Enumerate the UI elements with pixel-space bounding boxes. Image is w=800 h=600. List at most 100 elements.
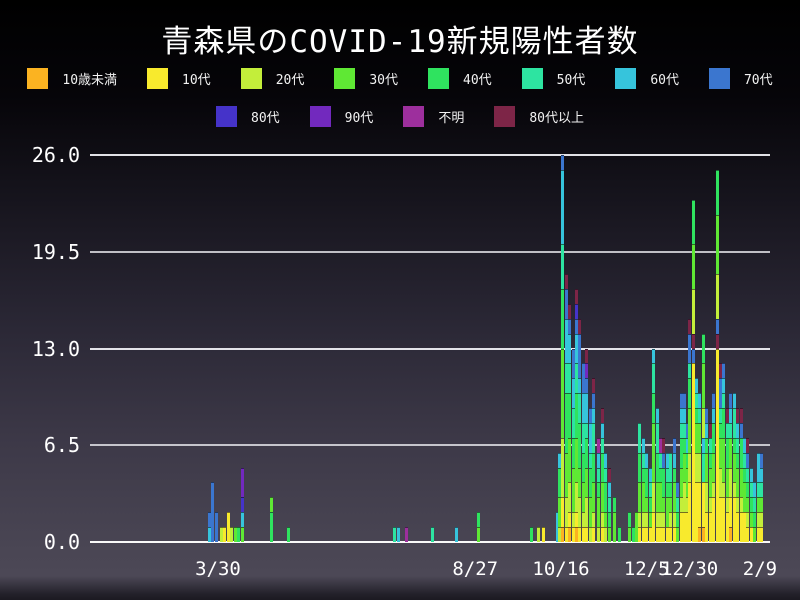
bar-segment (572, 468, 575, 512)
bar-segment (688, 363, 691, 378)
bar-segment (705, 408, 708, 423)
bar-segment (726, 468, 729, 497)
bar-segment (750, 512, 753, 527)
bar-segment (405, 527, 408, 542)
bar-segment (712, 497, 715, 542)
legend-swatch (494, 106, 516, 127)
legend-swatch (147, 68, 169, 89)
bar-segment (712, 393, 715, 408)
bar-segment (393, 527, 396, 542)
bar-segment (565, 453, 568, 497)
bar-segment (589, 453, 592, 468)
bar-segment (558, 497, 561, 527)
bar-segment (652, 363, 655, 393)
bar-segment (695, 453, 698, 482)
bar-segment (729, 468, 732, 497)
bar-segment (585, 349, 588, 363)
bar-segment (669, 482, 672, 497)
bar-segment (743, 468, 746, 482)
bar-segment (592, 527, 595, 542)
bar-segment (669, 512, 672, 527)
bar-segment (582, 453, 585, 482)
bar-segment (601, 438, 604, 453)
bar-segment (757, 527, 760, 542)
bar-segment (709, 438, 712, 453)
bar-segment (652, 512, 655, 542)
bar-segment (585, 527, 588, 542)
legend-label: 30代 (369, 73, 398, 88)
bar-segment (733, 482, 736, 497)
bar-segment (565, 319, 568, 363)
bar-segment (702, 438, 705, 453)
bar-segment (241, 527, 244, 542)
bar-segment (719, 363, 722, 378)
bar-segment (733, 453, 736, 482)
bar-segment (578, 334, 581, 378)
legend-item: 40代 (428, 68, 492, 89)
bar-segment (649, 482, 652, 497)
bar-segment (760, 527, 763, 542)
bar-segment (608, 497, 611, 512)
y-tick-label: 0.0 (43, 530, 80, 554)
bar-segment (628, 527, 631, 542)
bar-segment (666, 468, 669, 482)
bar-segment (729, 527, 732, 542)
bar-segment (578, 468, 581, 497)
bar-segment (659, 468, 662, 482)
bar-segment (397, 527, 400, 542)
bar-segment (719, 423, 722, 438)
bar-segment (578, 319, 581, 334)
bar-segment (757, 497, 760, 512)
bar-segment (698, 482, 701, 527)
bar-segment (669, 497, 672, 512)
legend-swatch (334, 68, 356, 89)
legend-row-2: 80代 90代 不明 80代以上 (0, 106, 800, 127)
bar-segment (760, 453, 763, 468)
legend-swatch (309, 106, 331, 127)
bar-segment (601, 512, 604, 527)
bar-segment (662, 468, 665, 497)
legend-item: 70代 (708, 68, 773, 89)
bar-segment (695, 423, 698, 453)
bar-segment (676, 482, 679, 497)
bar-segment (613, 512, 616, 542)
bar-segment (702, 363, 705, 408)
bar-segment (729, 423, 732, 438)
bar-segment (542, 527, 545, 542)
bar-segment (726, 438, 729, 468)
bar-segment (692, 289, 695, 334)
bar-segment (575, 393, 578, 438)
bar-segment (662, 438, 665, 453)
bar-segment (645, 527, 648, 542)
bar-segment (719, 438, 722, 468)
bar-segment (659, 453, 662, 468)
bar-segment (688, 319, 691, 334)
bar-segment (589, 423, 592, 453)
bar-segment (642, 527, 645, 542)
bar-segment (746, 527, 749, 542)
bar-segment (760, 512, 763, 527)
bar-segment (680, 408, 683, 423)
bar-segment (585, 363, 588, 378)
bar-segment (680, 512, 683, 542)
bar-segment (561, 170, 564, 244)
bar-segment (729, 438, 732, 468)
bar-segment (645, 468, 648, 497)
bar-segment (530, 527, 533, 542)
bar-segment (565, 393, 568, 453)
legend-label: 90代 (344, 111, 374, 126)
bar-segment (287, 527, 290, 542)
bar-segment (662, 512, 665, 527)
bar-segment (676, 512, 679, 527)
bar-segment (270, 497, 273, 512)
bar-segment (695, 408, 698, 423)
bar-segment (705, 453, 708, 482)
bar-segment (241, 497, 244, 512)
gridline (90, 444, 770, 447)
bar-segment (722, 497, 725, 542)
legend-item: 10代 (147, 68, 211, 89)
x-tick-label: 8/27 (452, 558, 499, 580)
bar-segment (208, 512, 211, 527)
bar-segment (582, 423, 585, 453)
legend-item: 50代 (521, 68, 585, 89)
